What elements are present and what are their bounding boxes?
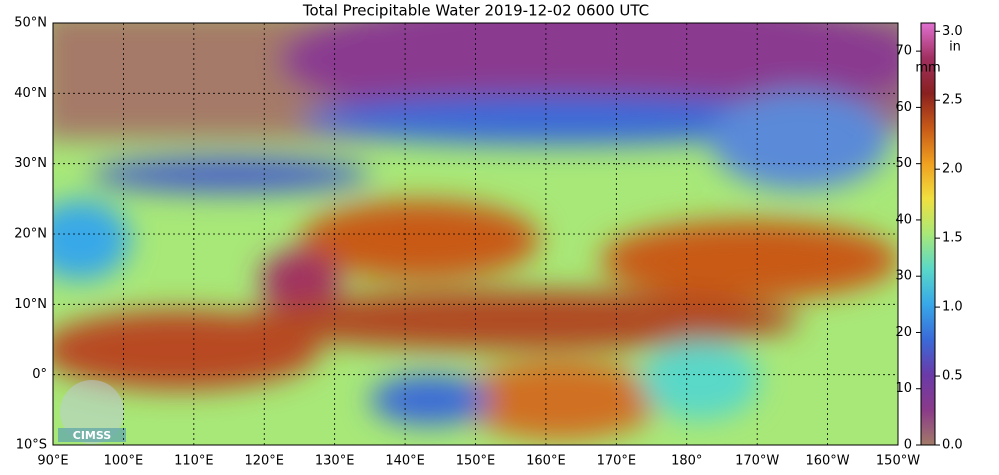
logo: CIMSS [58, 380, 126, 444]
lat-label: 30°N [14, 156, 47, 171]
lon-label: 150°W [876, 454, 920, 469]
lon-label: 130°E [315, 454, 355, 469]
mm-tick-label: 50 [895, 156, 912, 171]
in-tick-label: 2.0 [942, 162, 963, 177]
lon-label: 90°E [37, 454, 68, 469]
in-unit: in [949, 40, 961, 55]
mm-unit: mm [915, 61, 940, 76]
in-tick-label: 2.5 [942, 93, 963, 108]
lon-label: 160°E [526, 454, 566, 469]
mm-tick-label: 40 [895, 212, 912, 227]
title: Total Precipitable Water 2019-12-02 0600… [302, 2, 649, 20]
lat-label: 10°S [16, 438, 47, 453]
mm-tick-label: 30 [895, 269, 912, 284]
lon-label: 160°W [805, 454, 849, 469]
colorbar [920, 22, 936, 446]
lat-label: 10°N [14, 297, 47, 312]
lon-label: 150°E [456, 454, 496, 469]
lon-label: 180° [671, 454, 702, 469]
mm-tick-label: 0 [904, 438, 912, 453]
mm-tick-label: 60 [895, 100, 912, 115]
logo-text: CIMSS [73, 429, 112, 442]
in-tick-label: 0.0 [942, 438, 963, 453]
lon-label: 170°E [597, 454, 637, 469]
in-tick-label: 1.5 [942, 231, 963, 246]
lat-label: 20°N [14, 227, 47, 242]
lat-label: 50°N [14, 16, 47, 31]
tpw-image [53, 23, 898, 445]
in-tick-label: 1.0 [942, 300, 963, 315]
lat-label: 0° [32, 367, 47, 382]
lon-label: 110°E [174, 454, 214, 469]
lat-label: 40°N [14, 86, 47, 101]
lon-label: 100°E [104, 454, 144, 469]
mm-tick-label: 10 [895, 381, 912, 396]
lon-label: 120°E [244, 454, 284, 469]
lon-label: 140°E [385, 454, 425, 469]
in-tick-label: 0.5 [942, 369, 963, 384]
mm-tick-label: 20 [895, 325, 912, 340]
lon-label: 170°W [735, 454, 779, 469]
mm-tick-label: 70 [895, 44, 912, 59]
in-tick-label: 3.0 [942, 24, 963, 39]
